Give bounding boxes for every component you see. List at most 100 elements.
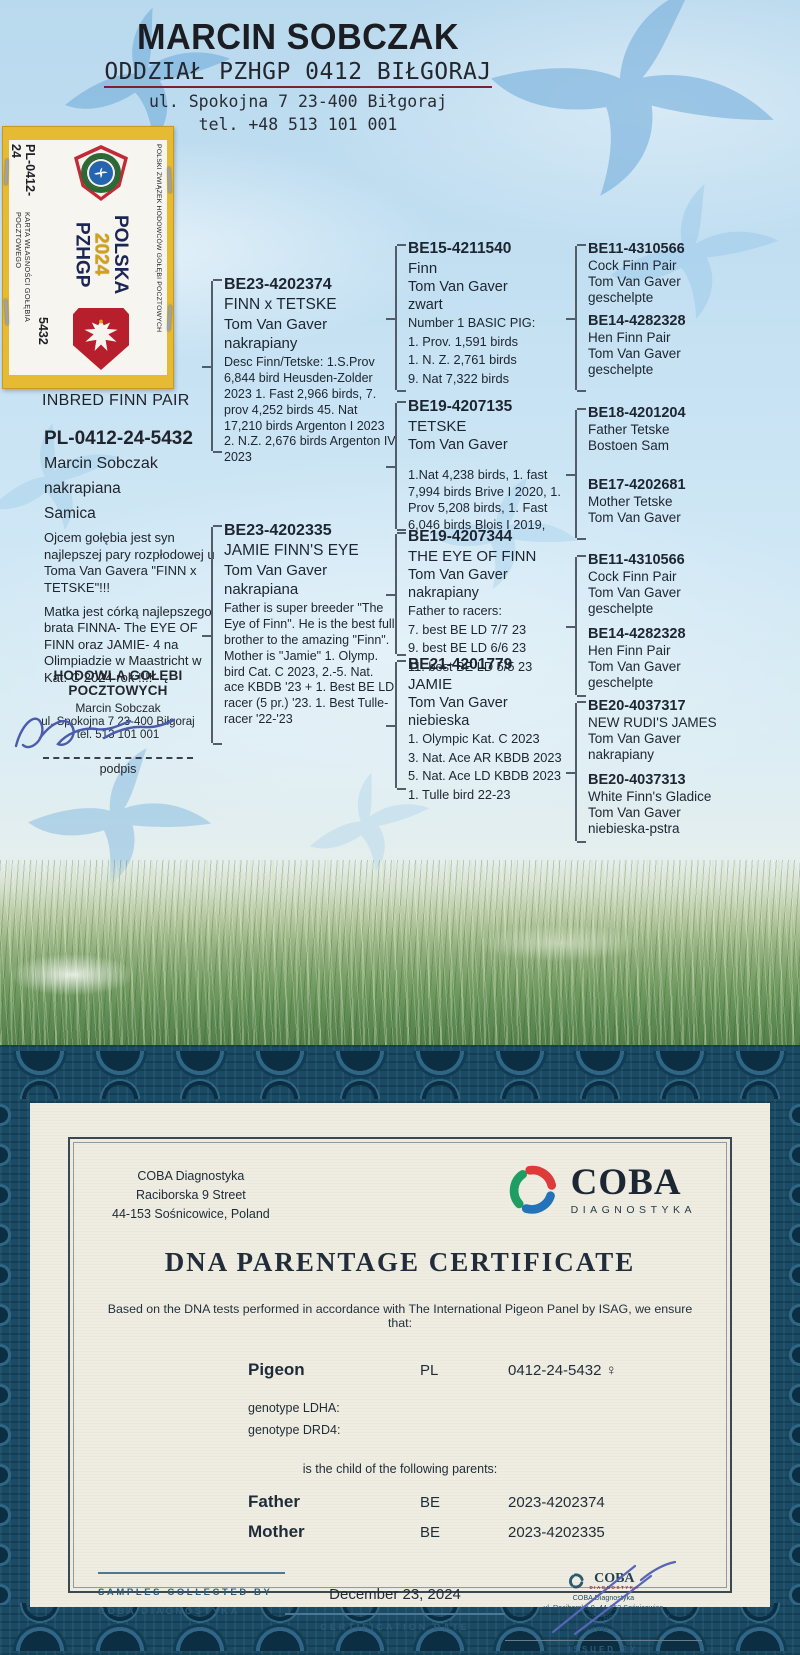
bird-name: TETSKE <box>408 418 467 435</box>
bird-breeder: Tom Van Gaver <box>408 279 508 295</box>
ring-number: BE19-4207135 <box>408 398 513 415</box>
bird-breeder: Tom Van Gaver <box>224 316 328 333</box>
bird-color: nakrapiana <box>224 581 299 598</box>
ring-number: BE20-4037313 <box>588 772 686 788</box>
pigeon-label: Pigeon <box>248 1360 305 1380</box>
pedigree-mother: BE23-4202335 JAMIE FINN'S EYE Tom Van Ga… <box>224 522 396 728</box>
pedigree-great-grandparent-2: BE14-4282328 Hen Finn Pair Tom Van Gaver… <box>588 313 788 377</box>
issuer-seal-block: COBA DIAGNOSTYKA COBA Diagnostyka ul. Ra… <box>504 1560 702 1655</box>
ring-number: BE21-4201779 <box>408 656 513 673</box>
ring-number: BE11-4310566 <box>588 241 685 257</box>
bird-name: Finn <box>408 260 438 277</box>
bird-results: 9. best BE LD 6/6 23 <box>408 640 527 656</box>
seal-coba-subtext: DIAGNOSTYKA <box>589 1585 640 1590</box>
bird-name: Hen Finn Pair <box>588 643 671 658</box>
bird-name: FINN x TETSKE <box>224 296 337 313</box>
bird-color: nakrapiany <box>408 585 479 601</box>
bird-color: zwart <box>408 297 443 313</box>
signature-label: podpis <box>99 762 137 776</box>
issuer-signature <box>551 1560 676 1636</box>
certificate-intro: Based on the DNA tests performed in acco… <box>107 1302 693 1331</box>
bird-name: Mother Tetske <box>588 494 673 509</box>
dna-certificate: COBA Diagnostyka Raciborska 9 Street 44-… <box>0 1045 800 1655</box>
bird-color: geschelpte <box>588 675 654 690</box>
pzhgp-emblem-icon <box>74 145 128 201</box>
bird-color: geschelpte <box>588 362 654 377</box>
bird-color: nakrapiany <box>224 335 298 352</box>
bird-results: 1. Olympic Kat. C 2023 <box>408 731 540 746</box>
bird-breeder: Tom Van Gaver <box>408 695 508 711</box>
pedigree-grandparent-1: BE15-4211540 Finn Tom Van Gaver zwart Nu… <box>408 240 576 388</box>
subject-owner: Marcin Sobczak <box>44 455 158 472</box>
father-row: Father BE 2023-4202374 <box>248 1492 702 1512</box>
pedigree-bracket <box>202 279 222 453</box>
staple-icon <box>167 304 172 332</box>
grass-meadow-photo <box>0 860 800 1045</box>
pedigree-great-grandparent-4: BE17-4202681 Mother Tetske Tom Van Gaver <box>588 477 788 525</box>
lab-address-2: Raciborska 9 Street <box>135 1187 246 1202</box>
pigeon-ring: 0412-24-5432 ♀ <box>508 1362 617 1380</box>
bird-name: NEW RUDI'S JAMES <box>588 715 717 730</box>
bird-results: 3. Nat. Ace AR KBDB 2023 <box>408 749 562 765</box>
bird-name: Father Tetske <box>588 422 670 437</box>
bird-breeder: Tom Van Gaver <box>588 585 681 600</box>
breeder-name: MARCIN SOBCZAK <box>136 16 460 57</box>
ring-number: BE19-4207344 <box>408 528 513 545</box>
bird-name: JAMIE FINN'S EYE <box>224 542 359 559</box>
bird-breeder: Tom Van Gaver <box>588 510 681 525</box>
seal-line-2: ul. Raciborska 9, 44-153 Sośnicowice <box>543 1602 664 1612</box>
pedigree-grandparent-2: BE19-4207135 TETSKE Tom Van Gaver 1.Nat … <box>408 398 576 534</box>
handwritten-signature <box>14 717 176 749</box>
issued-label: ISSUED BY <box>568 1645 639 1655</box>
pedigree-grandparent-4: BE21-4201779 JAMIE Tom Van Gaver niebies… <box>408 656 576 804</box>
pedigree-page: MARCIN SOBCZAK ODDZIAŁ PZHGP 0412 BIŁGOR… <box>0 0 800 1045</box>
bird-breeder: Bostoen Sam <box>588 438 670 453</box>
breeder-stamp: HODOWLA GOŁĘBI POCZTOWYCH Marcin Sobczak… <box>12 668 224 776</box>
ring-number: BE23-4202374 <box>224 276 332 293</box>
subject-sex: Samica <box>44 505 96 522</box>
pedigree-bracket <box>386 660 406 790</box>
pigeon-row: Pigeon PL 0412-24-5432 ♀ <box>248 1360 702 1380</box>
pedigree-great-grandparent-5: BE11-4310566 Cock Finn Pair Tom Van Gave… <box>588 552 788 616</box>
pedigree-bracket <box>386 244 406 392</box>
card-country-year: POLSKA 2024 PZHGP <box>71 214 132 295</box>
card-ring-series: PL-0412-24 <box>9 144 37 197</box>
card-ring-number: 5432 <box>36 317 50 345</box>
certificate-title: DNA PARENTAGE CERTIFICATE <box>164 1247 636 1278</box>
bird-name: Cock Finn Pair <box>588 569 677 584</box>
bird-breeder: Tom Van Gaver <box>408 567 508 583</box>
stamp-line-3: ul. Spokojna 7 23-400 Biłgoraj <box>41 716 195 728</box>
ownership-card: PL-0412-24 KARTA WŁASNOŚCI GOŁĘBIA POCZT… <box>2 126 174 389</box>
pedigree-father: BE23-4202374 FINN x TETSKE Tom Van Gaver… <box>224 276 396 466</box>
pedigree-bracket <box>566 244 586 392</box>
ring-number: BE14-4282328 <box>588 626 686 642</box>
pedigree-great-grandparent-1: BE11-4310566 Cock Finn Pair Tom Van Gave… <box>588 241 788 305</box>
bird-results: 1. N. Z. 2,761 birds <box>408 352 517 368</box>
pedigree-grandparent-3: BE19-4207344 THE EYE OF FINN Tom Van Gav… <box>408 528 576 676</box>
bird-breeder: Tom Van Gaver <box>588 805 681 820</box>
ownership-card-inner: PL-0412-24 KARTA WŁASNOŚCI GOŁĘBIA POCZT… <box>9 140 167 375</box>
card-year: 2024 <box>90 233 112 276</box>
stamp-line-4: tel. 513 101 001 <box>76 729 160 741</box>
club-line: ODDZIAŁ PZHGP 0412 BIŁGORAJ <box>104 59 492 88</box>
seal-line-3: NIP: 631-24-80-792, REGON: 240291744 <box>536 1613 671 1623</box>
breeder-phone: tel. +48 513 101 001 <box>198 115 398 134</box>
pedigree-great-grandparent-6: BE14-4282328 Hen Finn Pair Tom Van Gaver… <box>588 626 788 690</box>
date-label: CERTIFICATION DATE <box>320 1622 470 1632</box>
poland-eagle-icon <box>73 308 129 370</box>
bird-name: Hen Finn Pair <box>588 330 671 345</box>
coba-logo: COBA DIAGNOSTYKA <box>503 1161 696 1219</box>
ring-number: BE18-4201204 <box>588 405 686 421</box>
bird-breeder: Tom Van Gaver <box>588 659 681 674</box>
breeder-address: ul. Spokojna 7 23-400 Biłgoraj <box>148 92 447 111</box>
mother-country: BE <box>420 1524 441 1541</box>
coba-logo-subtext: DIAGNOSTYKA <box>570 1204 696 1216</box>
pedigree-great-grandparent-8: BE20-4037313 White Finn's Gladice Tom Va… <box>588 772 788 836</box>
bird-results: 1. Tulle bird 22-23 <box>408 786 511 802</box>
bird-color: niebieska <box>408 713 470 729</box>
card-country: POLSKA <box>110 214 132 295</box>
bird-results: Desc Finn/Tetske: 1.S.Prov 6,844 bird He… <box>224 355 396 465</box>
subject-description-1: Ojcem gołębia jest syn najlepszej pary r… <box>44 530 215 595</box>
bird-results: 5. Nat. Ace LD KBDB 2023 <box>408 768 561 784</box>
certificate-paper: COBA Diagnostyka Raciborska 9 Street 44-… <box>30 1103 770 1654</box>
